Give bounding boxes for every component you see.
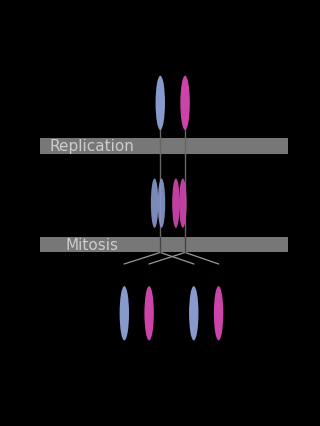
Ellipse shape — [189, 286, 198, 341]
Text: Replication: Replication — [50, 139, 134, 154]
Bar — [40, 237, 288, 253]
Ellipse shape — [158, 179, 165, 228]
Ellipse shape — [144, 286, 154, 341]
Text: Mitosis: Mitosis — [66, 238, 119, 253]
Ellipse shape — [120, 286, 129, 341]
Ellipse shape — [214, 286, 223, 341]
Ellipse shape — [179, 179, 187, 228]
Ellipse shape — [172, 179, 180, 228]
Ellipse shape — [151, 179, 158, 228]
Ellipse shape — [180, 77, 190, 131]
Bar — [40, 139, 288, 155]
Ellipse shape — [156, 77, 165, 131]
